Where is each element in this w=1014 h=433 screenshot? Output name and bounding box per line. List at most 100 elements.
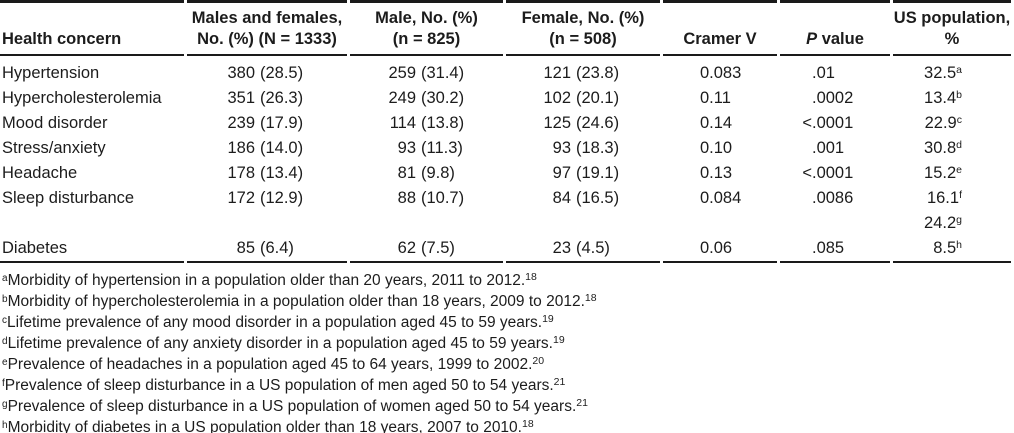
footnote-letter: h xyxy=(2,420,8,431)
footnote-e: ePrevalence of headaches in a population… xyxy=(2,354,1014,375)
header-row: Health concern Males and females, No. (%… xyxy=(0,0,1011,56)
value-count: 259 xyxy=(388,64,416,82)
table-row-hypercholesterolemia: Hypercholesterolemia 351 (26.3) 249 (30.2)… xyxy=(0,86,1011,111)
cell-cramer-v: 0.14 xyxy=(700,114,733,132)
cell-p-value: <.0001 xyxy=(780,111,890,136)
cell-male: 88 (10.7) xyxy=(350,186,503,211)
cell-us-population: 15.2e xyxy=(893,161,1011,186)
col-header-us-population: US population, % xyxy=(893,0,1011,56)
cell-us-population: 16.1f xyxy=(893,186,1011,211)
value-count: 186 xyxy=(227,139,255,157)
cell-female: 125 (24.6) xyxy=(506,111,660,136)
reference-number: 19 xyxy=(553,334,565,346)
value-count: 97 xyxy=(552,164,571,182)
col-header-cramer-v: Cramer V xyxy=(663,0,777,56)
footnote-marker: f xyxy=(959,189,962,201)
footnote-c: cLifetime prevalence of any mood disorde… xyxy=(2,312,1014,333)
value-percent: (10.7) xyxy=(421,189,465,207)
cell-p-value: .001 xyxy=(780,136,890,161)
cell-female: 23 (4.5) xyxy=(506,236,660,263)
footnote-h: hMorbidity of diabetes in a US populatio… xyxy=(2,417,1014,433)
value-percent xyxy=(571,214,576,232)
us-value: 30.8 xyxy=(924,139,957,157)
table-row-stress-anxiety: Stress/anxiety 186 (14.0) 93 (11.3) 93 (18.… xyxy=(0,136,1011,161)
us-value: 8.5 xyxy=(933,239,957,257)
cell-male xyxy=(350,211,503,236)
value-percent: (13.4) xyxy=(260,164,304,182)
cell-p-value: .01 xyxy=(780,56,890,86)
value-percent: (17.9) xyxy=(260,114,304,132)
value-count: 172 xyxy=(227,189,255,207)
cell-us-population: 8.5h xyxy=(893,236,1011,263)
col-header-male: Male, No. (%) (n = 825) xyxy=(350,0,503,56)
value-percent: (4.5) xyxy=(576,239,610,257)
col-header-health-concern: Health concern xyxy=(0,0,184,56)
us-value: 15.2 xyxy=(924,164,957,182)
table-header: Health concern Males and females, No. (%… xyxy=(0,0,1011,56)
cell-female xyxy=(506,211,660,236)
cell-p-value: <.0001 xyxy=(780,161,890,186)
cell-health-concern: Mood disorder xyxy=(2,114,108,132)
value-percent: (30.2) xyxy=(421,89,465,107)
value-percent: (13.8) xyxy=(421,114,465,132)
footnote-letter: b xyxy=(2,294,8,305)
value-percent: (19.1) xyxy=(576,164,620,182)
cell-us-population: 13.4b xyxy=(893,86,1011,111)
cell-both-sexes: 186 (14.0) xyxy=(187,136,347,161)
table-body: Hypertension 380 (28.5) 259 (31.4) 121 (23.… xyxy=(0,56,1011,263)
footnote-letter: a xyxy=(2,273,8,284)
value-count: 88 xyxy=(397,189,416,207)
footnote-text: Morbidity of hypertension in a populatio… xyxy=(7,272,526,289)
reference-number: 21 xyxy=(576,397,588,409)
cell-cramer-v: 0.06 xyxy=(663,236,777,263)
cell-female: 102 (20.1) xyxy=(506,86,660,111)
value-count: 380 xyxy=(227,64,255,82)
cell-p-value: .0002 xyxy=(780,86,890,111)
cell-cramer-v xyxy=(663,211,777,236)
us-value: 16.1 xyxy=(926,189,960,207)
p-number: .001 xyxy=(812,139,845,157)
value-count: 239 xyxy=(227,114,255,132)
cell-male: 259 (31.4) xyxy=(350,56,503,86)
cell-health-concern: Diabetes xyxy=(0,236,184,263)
value-count: 102 xyxy=(543,89,571,107)
p-value-italic-p: P xyxy=(806,30,818,48)
value-count: 121 xyxy=(543,64,571,82)
value-count: 351 xyxy=(227,89,255,107)
cell-us-population: 22.9c xyxy=(893,111,1011,136)
value-percent: (20.1) xyxy=(576,89,620,107)
col-header-p-value: P value xyxy=(780,0,890,56)
cell-p-value: .0086 xyxy=(780,186,890,211)
footnote-a: aMorbidity of hypertension in a populati… xyxy=(2,270,1014,291)
footnote-marker: g xyxy=(956,214,962,226)
cell-cramer-v: 0.10 xyxy=(700,139,733,157)
cell-us-population: 24.2g xyxy=(893,211,1011,236)
footnote-d: dLifetime prevalence of any anxiety diso… xyxy=(2,333,1014,354)
cell-p-value xyxy=(780,211,890,236)
cell-male: 114 (13.8) xyxy=(350,111,503,136)
value-count: 84 xyxy=(552,189,571,207)
col-header-female: Female, No. (%) (n = 508) xyxy=(506,0,660,56)
footnote-letter: c xyxy=(2,315,7,326)
table-row-hypertension: Hypertension 380 (28.5) 259 (31.4) 121 (23.… xyxy=(0,56,1011,86)
footnote-marker: b xyxy=(956,89,962,101)
cell-male: 81 (9.8) xyxy=(350,161,503,186)
value-percent: (31.4) xyxy=(421,64,465,82)
reference-number: 18 xyxy=(584,292,597,304)
us-value: 24.2 xyxy=(924,214,957,232)
reference-number: 18 xyxy=(525,271,537,283)
cell-male: 62 (7.5) xyxy=(350,236,503,263)
footnote-text: Prevalence of sleep disturbance in a US … xyxy=(4,377,554,394)
us-value: 32.5 xyxy=(924,64,957,82)
cell-male: 249 (30.2) xyxy=(350,86,503,111)
cell-health-concern: Sleep disturbance xyxy=(2,189,135,207)
cell-both-sexes: 239 (17.9) xyxy=(187,111,347,136)
cell-health-concern: Headache xyxy=(2,164,78,182)
cell-us-population: 32.5a xyxy=(893,56,1011,86)
value-percent: (28.5) xyxy=(260,64,304,82)
cell-cramer-v: 0.11 xyxy=(700,89,731,107)
value-count: 249 xyxy=(388,89,416,107)
value-count: 93 xyxy=(397,139,416,157)
cell-health-concern xyxy=(0,211,184,236)
footnote-marker: h xyxy=(956,239,962,251)
